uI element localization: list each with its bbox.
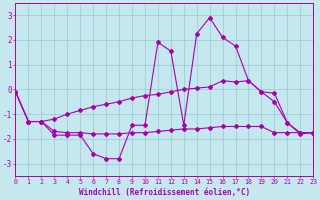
X-axis label: Windchill (Refroidissement éolien,°C): Windchill (Refroidissement éolien,°C)	[79, 188, 250, 197]
